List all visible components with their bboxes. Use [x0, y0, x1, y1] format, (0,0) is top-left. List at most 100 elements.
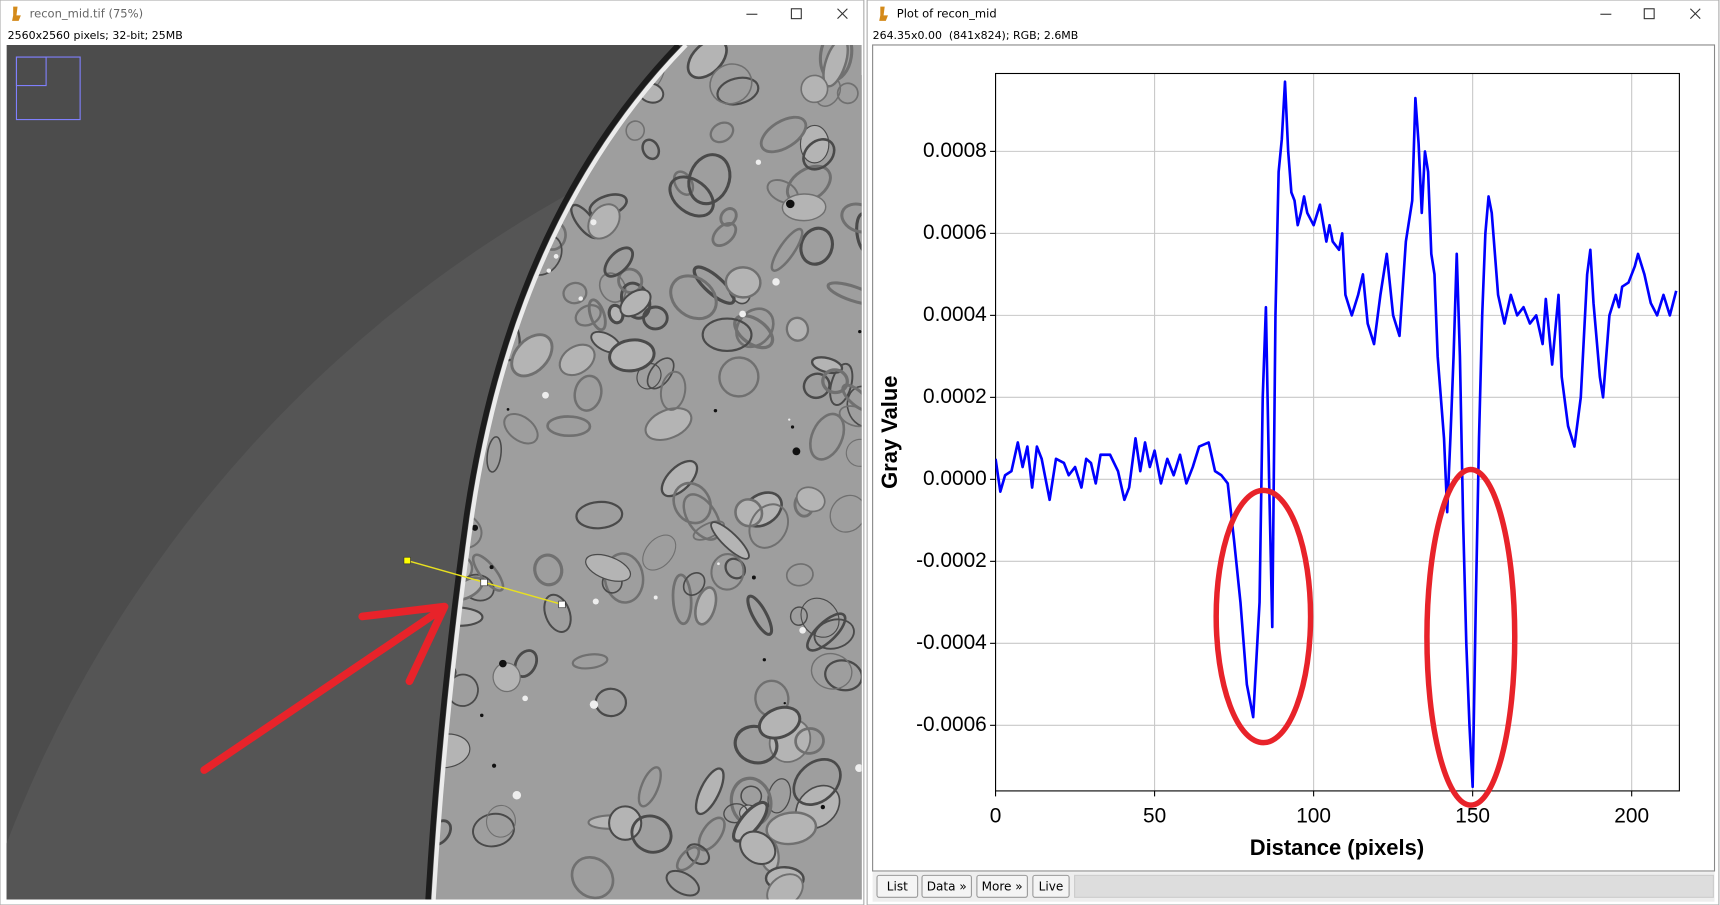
x-tick-label: 200 — [1614, 805, 1649, 828]
speck — [592, 598, 599, 605]
cell — [625, 120, 646, 141]
speck — [790, 425, 795, 429]
plot-info: 264.35x0.00 (841x824); RGB; 2.6MB — [873, 29, 1079, 42]
speck — [590, 219, 597, 226]
speck — [499, 659, 507, 668]
cell — [855, 211, 862, 255]
cell — [665, 869, 700, 897]
y-tick-label: -0.0004 — [916, 631, 987, 654]
handle[interactable] — [403, 556, 411, 565]
data-line — [995, 80, 1678, 789]
cell — [543, 593, 572, 633]
speck — [783, 701, 786, 705]
cell — [686, 843, 711, 866]
cell — [668, 175, 715, 218]
cell — [766, 873, 804, 900]
cell — [630, 814, 673, 854]
cell — [587, 203, 621, 240]
button-label[interactable]: List — [887, 879, 908, 893]
y-axis-label: Gray Value — [877, 376, 902, 489]
x-tick-label: 0 — [990, 805, 1002, 828]
close-button[interactable] — [1689, 8, 1701, 20]
cell — [608, 338, 656, 373]
cell — [694, 586, 718, 626]
cell — [669, 274, 718, 321]
cell — [759, 115, 808, 154]
button-label[interactable]: Live — [1039, 879, 1064, 893]
maximize-button[interactable] — [1643, 8, 1655, 20]
speck — [762, 658, 766, 662]
speck — [542, 391, 549, 399]
speck — [491, 763, 497, 768]
cell — [836, 82, 859, 105]
window-title: Plot of recon_mid — [897, 7, 997, 21]
cell — [821, 368, 849, 395]
x-tick-label: 150 — [1455, 805, 1490, 828]
button-label[interactable]: More » — [982, 879, 1023, 893]
y-tick-label: 0.0004 — [923, 303, 987, 326]
cell — [672, 481, 712, 525]
cell — [697, 816, 726, 852]
dark-edge — [425, 44, 681, 900]
speck — [713, 408, 718, 413]
button[interactable] — [921, 874, 972, 898]
highlight-ellipse — [1424, 466, 1518, 808]
plot-canvas — [872, 44, 1716, 872]
cell — [587, 298, 607, 332]
plot-frame — [995, 72, 1680, 792]
plot-window[interactable]: Plot of recon_mid 264.35x0.00 (841x824);… — [866, 0, 1720, 905]
speck — [512, 791, 522, 800]
cell — [718, 356, 760, 398]
cell — [701, 317, 753, 353]
cell — [765, 811, 818, 846]
cell — [739, 830, 777, 866]
cell — [637, 766, 662, 808]
button[interactable] — [1032, 874, 1070, 898]
cell — [757, 705, 802, 740]
cell — [692, 265, 736, 305]
cell — [585, 553, 632, 582]
close-button[interactable] — [837, 8, 848, 20]
x-tick-label: 50 — [1143, 805, 1166, 828]
cell — [433, 819, 452, 847]
cell — [603, 552, 645, 604]
button[interactable] — [976, 874, 1028, 898]
cell — [800, 74, 829, 104]
cell — [641, 138, 661, 161]
button-label[interactable]: Data » — [927, 879, 967, 893]
cell — [724, 266, 762, 299]
tissue — [433, 44, 862, 900]
cell — [709, 121, 735, 144]
cell — [781, 193, 827, 222]
button[interactable] — [876, 874, 919, 898]
cell — [646, 357, 675, 390]
cell — [770, 227, 804, 272]
cell — [687, 153, 732, 206]
image-canvas[interactable] — [0, 25, 1720, 905]
handle[interactable] — [558, 600, 566, 609]
cell — [546, 415, 592, 438]
cell — [802, 138, 836, 171]
y-tick-label: -0.0002 — [916, 549, 987, 572]
speck — [799, 626, 806, 634]
cell — [826, 281, 862, 306]
y-tick-label: -0.0006 — [916, 713, 987, 736]
cell — [573, 374, 603, 412]
speck — [578, 296, 583, 301]
cell — [562, 281, 588, 305]
cell — [485, 804, 516, 838]
cell — [709, 63, 753, 105]
handle[interactable] — [480, 578, 488, 587]
maximize-button[interactable] — [790, 8, 802, 20]
image-info: 2560x2560 pixels; 32-bit; 25MB — [8, 29, 183, 42]
cell — [794, 727, 825, 755]
cell — [682, 493, 722, 541]
speck — [480, 713, 484, 718]
cell — [716, 76, 760, 106]
speck — [553, 254, 559, 259]
cell — [533, 553, 564, 587]
y-tick-label: 0.0008 — [923, 139, 987, 162]
